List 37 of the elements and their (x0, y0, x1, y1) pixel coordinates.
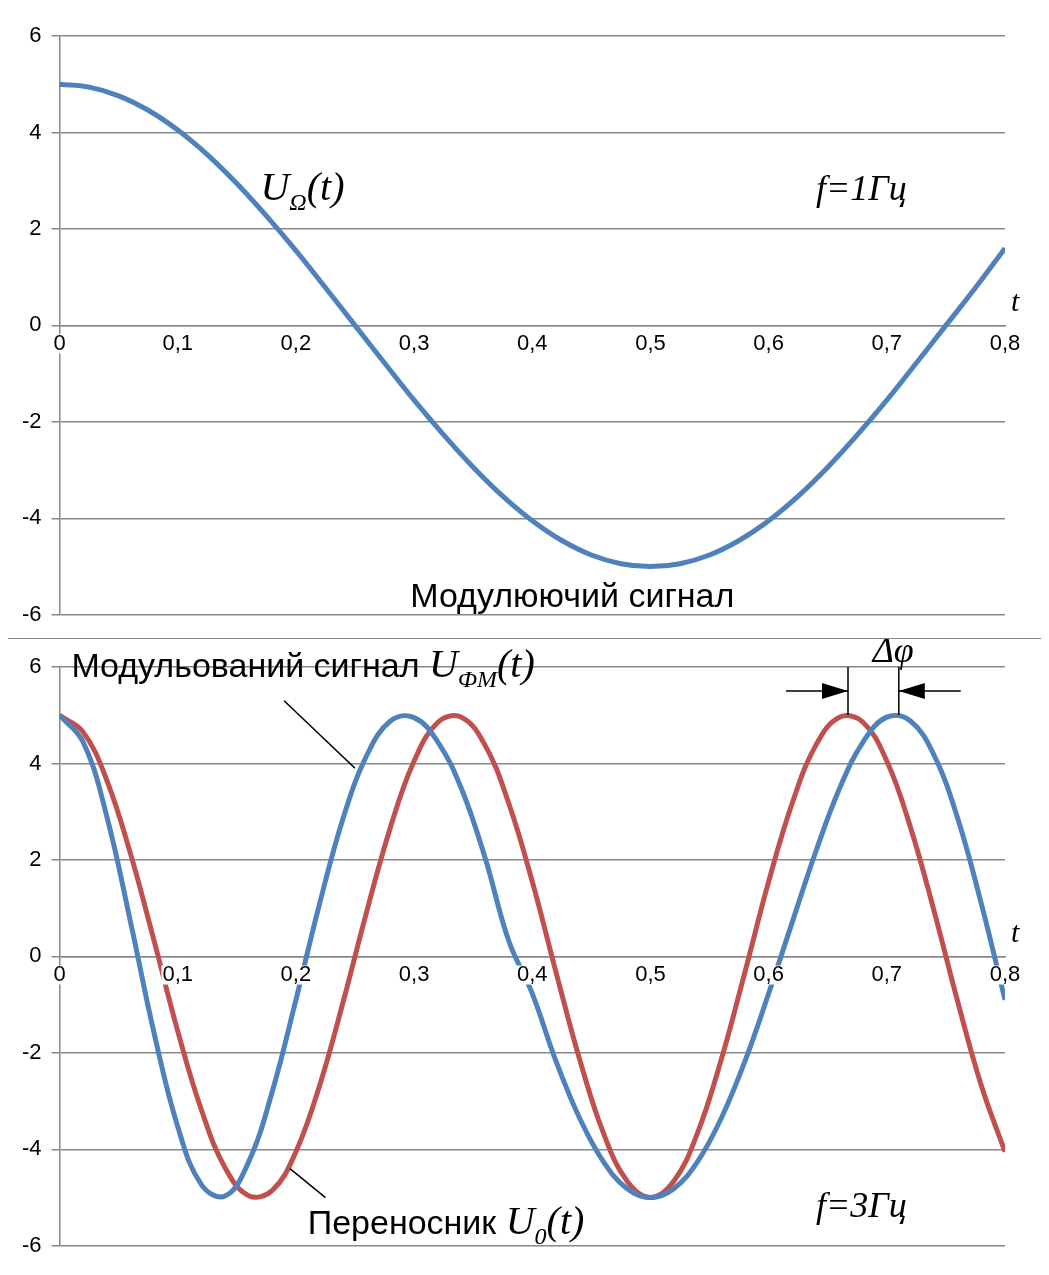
x-tick-label: 0 (53, 330, 66, 356)
y-tick-label: 0 (29, 942, 42, 968)
y-tick-label: -6 (22, 600, 42, 626)
x-axis-title: t (1011, 915, 1020, 949)
text: Модулюючий сигнал (410, 575, 735, 614)
y-tick-label: 4 (29, 749, 42, 775)
x-tick-label: 0,5 (635, 961, 666, 987)
x-tick-label: 0 (53, 961, 66, 987)
x-tick-label: 0,7 (871, 961, 903, 987)
annotation: f=3Гц (815, 1184, 907, 1225)
x-tick-label: 0,4 (516, 330, 548, 356)
x-tick-label: 0,8 (989, 330, 1021, 356)
y-tick-label: -4 (22, 1135, 42, 1161)
x-tick-label: 0,1 (162, 330, 194, 356)
x-tick-label: 0,6 (753, 961, 784, 987)
x-tick-label: 0,8 (989, 961, 1021, 987)
x-tick-label: 0,4 (516, 961, 548, 987)
y-tick-label: 2 (29, 215, 42, 240)
y-tick-label: -2 (22, 407, 42, 433)
x-tick-label: 0,2 (280, 330, 312, 356)
y-tick-label: -4 (22, 504, 42, 530)
x-tick-label: 0,7 (871, 330, 903, 356)
x-tick-label: 0,6 (753, 330, 784, 356)
x-tick-label: 0,1 (162, 961, 194, 987)
y-tick-label: -2 (22, 1038, 42, 1064)
y-tick-label: 6 (29, 22, 42, 48)
x-tick-label: 0,3 (398, 961, 430, 987)
x-axis-title: t (1011, 284, 1020, 318)
x-tick-label: 0,5 (635, 330, 666, 356)
x-tick-label: 0,3 (398, 330, 430, 356)
y-tick-label: 6 (29, 653, 42, 679)
y-tick-label: -6 (22, 1231, 42, 1257)
annotation: f=1Гц (815, 167, 907, 208)
y-tick-label: 2 (29, 846, 42, 871)
y-tick-label: 0 (29, 311, 42, 337)
x-tick-label: 0,2 (280, 961, 312, 987)
y-tick-label: 4 (29, 118, 42, 144)
